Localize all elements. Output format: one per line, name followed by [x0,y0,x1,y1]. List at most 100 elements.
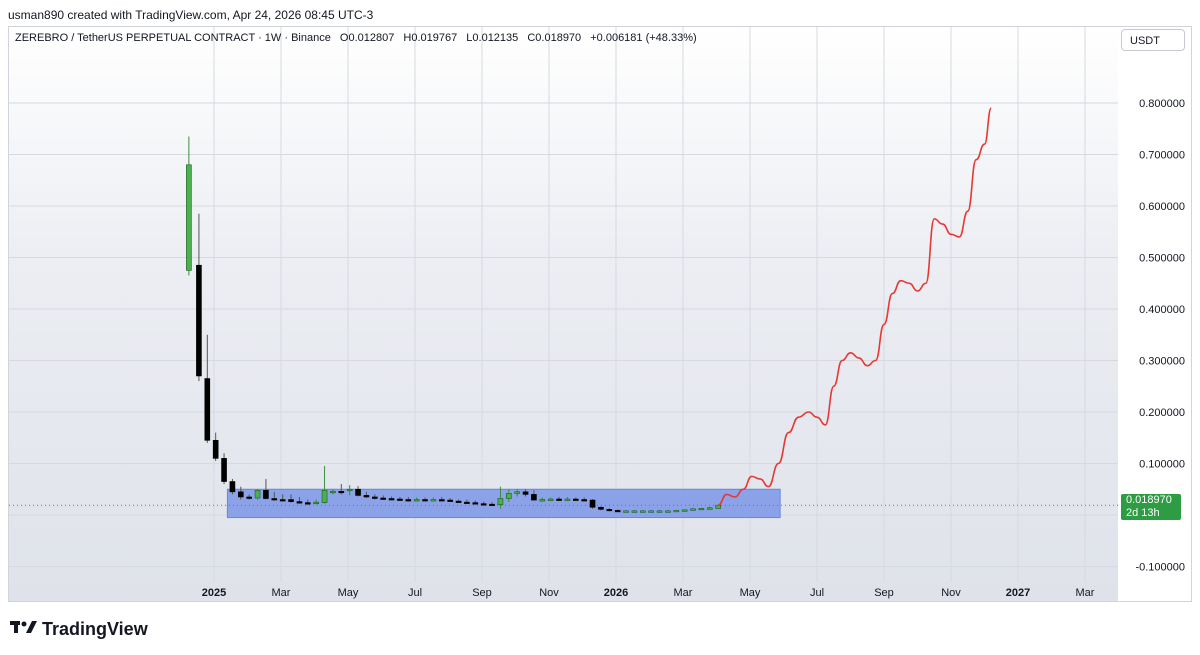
candle-body [547,498,554,501]
y-tick-label: 0.800000 [1139,98,1185,110]
candle-body [338,491,345,494]
candle-body [589,499,596,508]
x-tick-label: Sep [472,587,492,599]
y-tick-label: 0.600000 [1139,201,1185,213]
candle-body [363,495,370,498]
candle-body [556,498,562,501]
candle-body [598,506,604,510]
candle-body [698,508,705,511]
x-tick-label: May [740,587,761,599]
x-tick-label: Sep [874,587,894,599]
bar-countdown: 2d 13h [1126,507,1160,519]
candle-body [271,498,278,501]
price-chart[interactable]: 0.800000 0.700000 0.600000 0.500000 0.400000… [9,27,1192,602]
candle-body [397,498,403,501]
candle-body [288,499,294,502]
legend-high: H0.019767 [403,32,458,44]
candle-body [221,458,227,482]
candle-body [430,499,437,502]
candle-body [706,507,713,510]
projection-path [717,107,992,507]
x-tick-label: Nov [941,587,961,599]
candle-body [438,499,445,502]
candle-body [656,510,663,513]
candle-body [572,498,579,501]
y-tick-label: 0.500000 [1139,253,1185,265]
candle-body [204,378,211,441]
candle-body [505,493,512,499]
candle-body [564,498,571,501]
candle-body [279,499,286,502]
legend-change: +0.006181 (+48.33%) [590,32,697,44]
tradingview-logo[interactable]: TradingView [10,619,148,640]
chart-frame[interactable]: 0.800000 0.700000 0.600000 0.500000 0.400000… [8,26,1192,602]
candle-body [254,489,261,499]
candle-body [212,440,219,459]
candle-body [196,264,202,377]
candle-body [447,499,453,502]
tradingview-logo-text: TradingView [42,619,148,639]
y-tick-label: 0.300000 [1139,356,1185,368]
currency-button[interactable]: USDT [1121,29,1185,51]
candle-body [304,502,311,505]
candle-body [263,489,269,499]
x-tick-label: Jul [408,587,422,599]
candle-body [413,499,420,502]
last-price-tag: 0.018970 2d 13h [1121,494,1181,520]
legend-symbol: ZEREBRO / TetherUS PERPETUAL CONTRACT · … [15,32,331,44]
candle-body [531,494,537,501]
x-tick-label: 2025 [202,587,226,599]
last-price-value: 0.018970 [1126,494,1172,506]
y-tick-label: 0.200000 [1139,407,1185,419]
candle-body [648,510,654,513]
candle-body [631,510,638,513]
x-tick-label: 2026 [604,587,628,599]
candle-body [665,510,671,513]
chart-credit: usman890 created with TradingView.com, A… [8,8,374,22]
legend-close: C0.018970 [527,32,582,44]
candle-body [422,499,428,502]
candle-body [246,496,252,499]
x-tick-label: 2027 [1006,587,1030,599]
candle-body [405,499,412,502]
candle-body [346,488,353,492]
candle-body [371,496,378,499]
candle-body [497,498,504,505]
x-tick-label: Nov [539,587,559,599]
candle-body [296,501,303,504]
candle-body [623,510,629,513]
consolidation-range-box [226,488,781,519]
candle-body [606,509,613,512]
candle-body [388,498,395,501]
candle-body [673,510,680,513]
candle-body [514,491,520,494]
x-tick-label: Mar [1076,587,1095,599]
candle-body [355,488,361,496]
candle-body [614,510,621,513]
legend-open: O0.012807 [339,32,395,44]
candle-body [455,500,462,503]
y-tick-label: 0.100000 [1139,459,1185,471]
candle-body [321,489,328,503]
x-tick-label: May [338,587,359,599]
legend-low: L0.012135 [466,32,519,44]
x-tick-label: Jul [810,587,824,599]
candle-body [581,499,587,502]
candle-body [690,508,696,511]
candle-body [489,503,495,506]
symbol-legend: ZEREBRO / TetherUS PERPETUAL CONTRACT · … [15,32,703,44]
candle-body [313,501,319,504]
candle-body [522,491,529,495]
y-tick-label: 0.700000 [1139,150,1185,162]
y-tick-label: -0.100000 [1135,562,1185,574]
candle-body [472,502,479,505]
y-tick-label: 0.400000 [1139,304,1185,316]
tradingview-logo-icon [10,619,38,640]
candle-body [464,501,470,504]
candle-body [681,509,688,512]
candle-body [480,503,487,506]
candle-body [380,497,386,500]
candle-body [186,164,192,271]
candle-body [539,499,546,502]
candle-body [639,510,646,513]
